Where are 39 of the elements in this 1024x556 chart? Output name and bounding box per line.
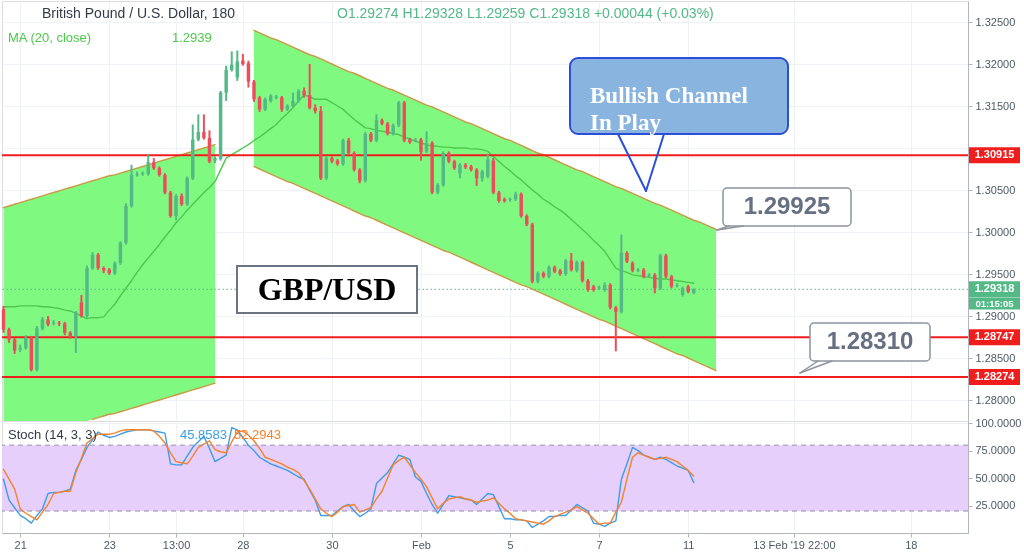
y-tick-label: 25.0000 [975,499,1016,512]
y-tick-label: 75.0000 [975,444,1016,457]
ref-line-label: 1.28274 [974,369,1016,382]
x-tick-label: 13:00 [162,538,191,551]
annotation: 1.2939 [172,30,212,45]
x-tick-label: 7 [596,538,603,551]
y-tick-label: 1.28500 [975,351,1016,364]
annotation: 1.28310 [826,327,914,354]
x-tick-label: 21 [14,538,27,551]
chart-title: British Pound / U.S. Dollar, 180 [42,5,236,21]
y-tick-label: 50.0000 [975,471,1016,484]
annotation: Bullish Channel In Play [590,83,748,135]
x-tick-label: 5 [507,538,514,551]
annotation: 1.29925 [743,192,831,219]
text: 01:15:05 [975,297,1015,309]
text: MA (20, close) [8,30,92,45]
y-tick-label: 1.32500 [975,15,1016,28]
ref-line-label: 1.29318 [974,282,1015,295]
y-tick-label: 1.29000 [975,309,1016,322]
y-tick-label: 1.30500 [975,183,1016,196]
x-tick-label: 13 Feb '19 22:00 [753,538,836,551]
y-tick-label: 1.31500 [975,99,1016,112]
y-tick-label: 1.29500 [975,267,1016,280]
y-tick-label: 100.0000 [975,416,1022,429]
x-tick-label: Feb [412,538,431,551]
text: Stoch (14, 3, 3) [8,427,97,442]
x-tick-label: 18 [905,538,918,551]
x-tick-label: 11 [682,538,695,551]
ref-line-label: 1.28747 [974,330,1015,343]
x-tick-label: 28 [237,538,250,551]
y-tick-label: 1.32000 [975,57,1016,70]
x-tick-label: 23 [103,538,116,551]
chart-subtitle: O1.29274 H1.29328 L1.29259 C1.29318 +0.00044 (+0.03%) [337,5,714,21]
x-tick-label: 30 [326,538,339,551]
y-tick-label: 1.28000 [975,393,1016,406]
y-tick-label: 1.30000 [975,225,1016,238]
ref-line-label: 1.30915 [974,148,1015,161]
annotation: 45.8583 [180,427,227,442]
annotation: GBP/USD [257,270,397,307]
